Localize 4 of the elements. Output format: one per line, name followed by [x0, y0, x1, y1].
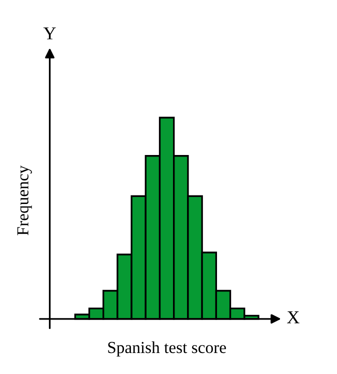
y-axis-title: Frequency: [17, 165, 32, 236]
x-axis-title: Spanish test score: [108, 341, 226, 357]
text: X: [287, 311, 300, 324]
text: Y: [43, 27, 56, 40]
